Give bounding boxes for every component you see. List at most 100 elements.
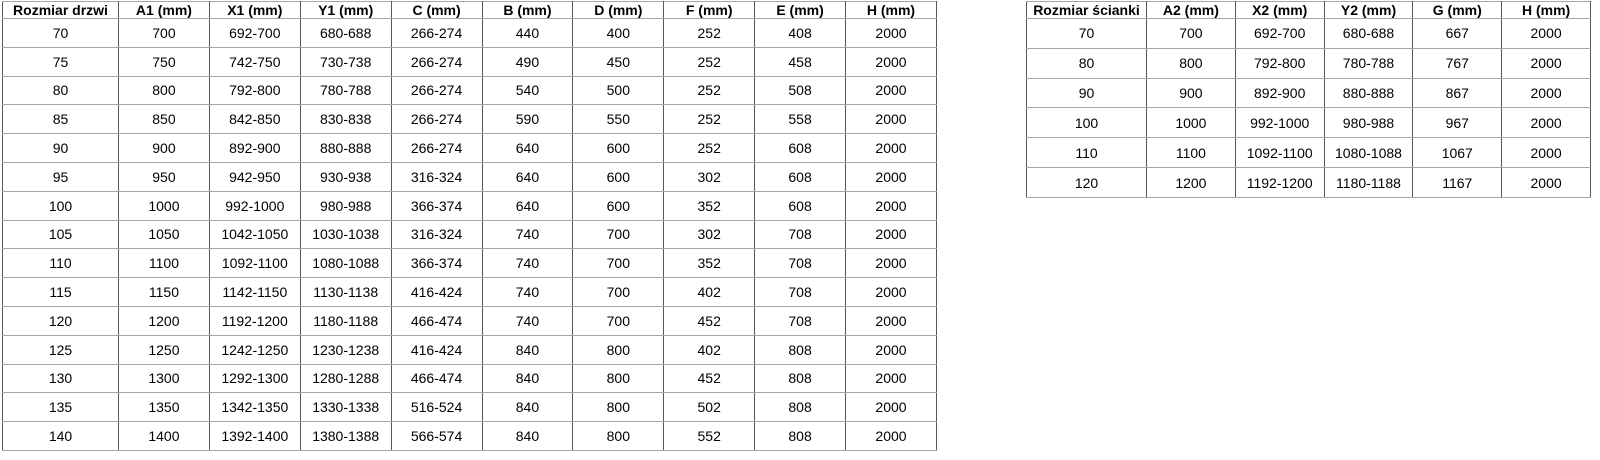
table-cell: 416-424 (390, 334, 483, 365)
table-cell: 1300 (118, 363, 210, 394)
column-header: Rozmiar drzwi (2, 1, 119, 19)
table-cell: 800 (118, 75, 210, 106)
table-cell: 366-374 (390, 248, 483, 279)
table-row: 130 1300 1292-1300 1280-1288 466-474 840 800 45… (2, 363, 937, 394)
table-cell: 120 (2, 305, 119, 336)
table-cell: 708 (754, 277, 846, 307)
table-cell: 110 (1026, 137, 1147, 169)
table-cell: 450 (572, 46, 665, 77)
table-cell: 2000 (1501, 77, 1591, 109)
table-cell: 880-888 (1323, 77, 1414, 109)
table-cell: 266-274 (390, 75, 483, 106)
table-cell: 1400 (118, 421, 210, 451)
table-cell: 2000 (845, 18, 937, 48)
table-row: 90 900 892-900 880-888 867 2000 (1026, 77, 1591, 109)
table-cell: 252 (663, 46, 756, 77)
table-cell: 590 (481, 104, 574, 135)
door-sizes-table: Rozmiar drzwi A1 (mm) X1 (mm) Y1 (mm) C (mm)… (2, 1, 937, 451)
table-cell: 400 (572, 18, 665, 48)
table-cell: 266-274 (390, 104, 483, 135)
table-cell: 780-788 (1323, 47, 1414, 79)
table-cell: 708 (754, 248, 846, 279)
table-cell: 452 (663, 363, 756, 394)
table-cell: 800 (572, 334, 665, 365)
table-cell: 1192-1200 (208, 305, 301, 336)
column-header: Y2 (mm) (1323, 1, 1414, 19)
table-cell: 767 (1412, 47, 1503, 79)
table-cell: 750 (118, 46, 210, 77)
table-cell: 2000 (845, 161, 937, 192)
table-cell: 808 (754, 421, 846, 451)
header-row: Rozmiar drzwi A1 (mm) X1 (mm) Y1 (mm) C (mm)… (2, 1, 937, 19)
table-row: 105 1050 1042-1050 1030-1038 316-324 740 700 30… (2, 219, 937, 250)
table-cell: 730-738 (299, 46, 392, 77)
table-cell: 608 (754, 161, 846, 192)
table-cell: 1042-1050 (208, 219, 301, 250)
table-cell: 792-800 (1234, 47, 1325, 79)
table-cell: 740 (481, 248, 574, 279)
table-row: 100 1000 992-1000 980-988 967 2000 (1026, 107, 1591, 139)
column-header: Y1 (mm) (299, 1, 392, 19)
table-cell: 792-800 (208, 75, 301, 106)
table-cell: 780-788 (299, 75, 392, 106)
table-cell: 2000 (1501, 18, 1591, 49)
table-cell: 842-850 (208, 104, 301, 135)
table-cell: 892-900 (1234, 77, 1325, 109)
table-cell: 266-274 (390, 18, 483, 48)
table-cell: 402 (663, 334, 756, 365)
table-row: 90 900 892-900 880-888 266-274 640 600 252 608 20… (2, 133, 937, 163)
table-cell: 2000 (845, 133, 937, 163)
table-cell: 252 (663, 75, 756, 106)
column-header: H (mm) (845, 1, 937, 19)
column-header: F (mm) (663, 1, 756, 19)
table-cell: 416-424 (390, 277, 483, 307)
table-cell: 1000 (118, 190, 210, 221)
table-cell: 500 (572, 75, 665, 106)
table-cell: 600 (572, 133, 665, 163)
table-cell: 90 (2, 133, 119, 163)
table-cell: 708 (754, 305, 846, 336)
table-cell: 516-524 (390, 392, 483, 423)
table-row: 120 1200 1192-1200 1180-1188 466-474 740 700 45… (2, 305, 937, 336)
table-cell: 110 (2, 248, 119, 279)
table-cell: 302 (663, 161, 756, 192)
table-cell: 2000 (845, 363, 937, 394)
table-cell: 692-700 (1234, 18, 1325, 49)
table-cell: 125 (2, 334, 119, 365)
table-cell: 1080-1088 (1323, 137, 1414, 169)
table-cell: 700 (118, 18, 210, 48)
table-cell: 1200 (118, 305, 210, 336)
table-cell: 1350 (118, 392, 210, 423)
table-cell: 2000 (845, 190, 937, 221)
table-cell: 80 (1026, 47, 1147, 79)
table-row: 120 1200 1192-1200 1180-1188 1167 2000 (1026, 167, 1591, 198)
table-cell: 1050 (118, 219, 210, 250)
table-cell: 2000 (845, 219, 937, 250)
table-row: 110 1100 1092-1100 1080-1088 366-374 740 700 35… (2, 248, 937, 279)
table-cell: 135 (2, 392, 119, 423)
column-header: A1 (mm) (118, 1, 210, 19)
table-cell: 452 (663, 305, 756, 336)
table-row: 70 700 692-700 680-688 266-274 440 400 252 408 20… (2, 18, 937, 48)
table-cell: 552 (663, 421, 756, 451)
table-row: 135 1350 1342-1350 1330-1338 516-524 840 800 50… (2, 392, 937, 423)
table-cell: 600 (572, 161, 665, 192)
table-cell: 1092-1100 (208, 248, 301, 279)
table-cell: 458 (754, 46, 846, 77)
table-cell: 980-988 (1323, 107, 1414, 139)
table-cell: 2000 (845, 421, 937, 451)
table-cell: 1030-1038 (299, 219, 392, 250)
table-cell: 1200 (1146, 167, 1236, 198)
table-cell: 2000 (1501, 167, 1591, 198)
table-cell: 700 (572, 305, 665, 336)
table-cell: 1067 (1412, 137, 1503, 169)
table-cell: 1142-1150 (208, 277, 301, 307)
table-cell: 1292-1300 (208, 363, 301, 394)
table-cell: 2000 (845, 104, 937, 135)
table-cell: 892-900 (208, 133, 301, 163)
table-row: 110 1100 1092-1100 1080-1088 1067 2000 (1026, 137, 1591, 169)
table-cell: 550 (572, 104, 665, 135)
table-cell: 800 (1146, 47, 1236, 79)
table-cell: 900 (118, 133, 210, 163)
table-cell: 100 (1026, 107, 1147, 139)
